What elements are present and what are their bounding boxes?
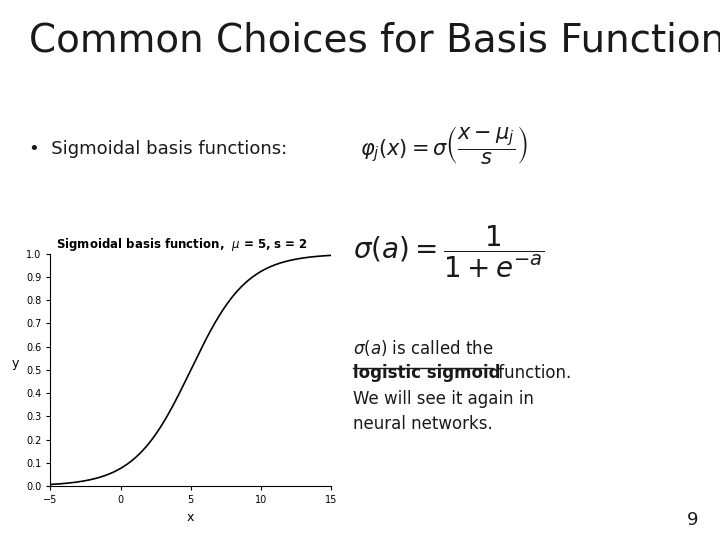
Text: neural networks.: neural networks.: [353, 415, 492, 433]
X-axis label: x: x: [187, 511, 194, 524]
Text: logistic sigmoid: logistic sigmoid: [353, 364, 500, 382]
Text: $\sigma(a)$ is called the: $\sigma(a)$ is called the: [353, 338, 493, 357]
Text: Common Choices for Basis Functions: Common Choices for Basis Functions: [29, 22, 720, 59]
Y-axis label: y: y: [12, 357, 19, 370]
Text: •  Sigmoidal basis functions:: • Sigmoidal basis functions:: [29, 140, 287, 158]
Text: We will see it again in: We will see it again in: [353, 390, 534, 408]
Text: $\sigma(a) = \dfrac{1}{1+e^{-a}}$: $\sigma(a) = \dfrac{1}{1+e^{-a}}$: [353, 224, 544, 280]
Text: $\varphi_j(x) = \sigma\left(\dfrac{x-\mu_j}{s}\right)$: $\varphi_j(x) = \sigma\left(\dfrac{x-\mu…: [360, 124, 528, 166]
Text: Sigmoidal basis function,  $\mu$ = 5, s = 2: Sigmoidal basis function, $\mu$ = 5, s =…: [56, 236, 308, 253]
Text: function.: function.: [493, 364, 572, 382]
Text: 9: 9: [687, 511, 698, 529]
